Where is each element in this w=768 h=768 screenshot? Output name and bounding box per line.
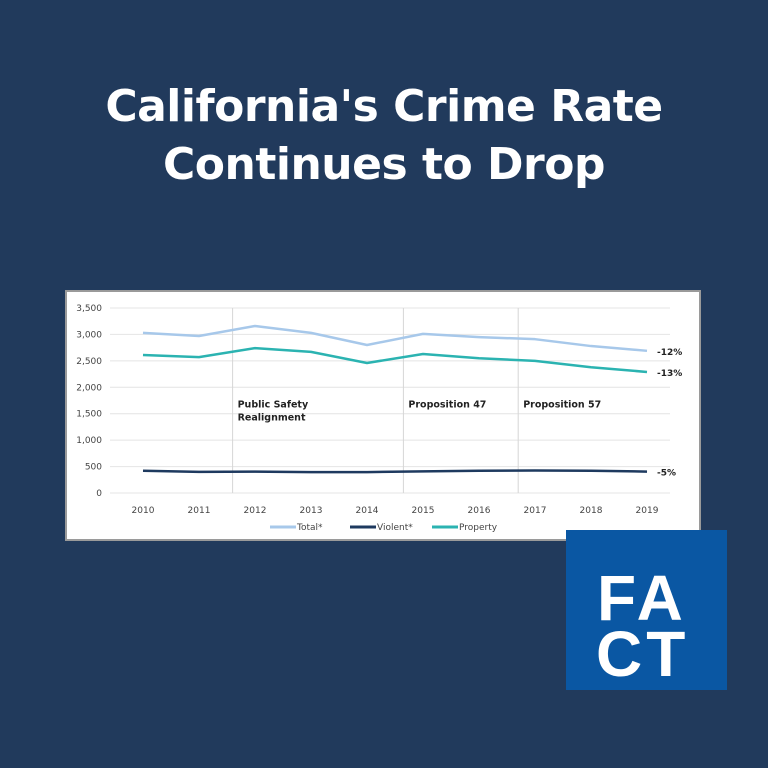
y-tick-label: 3,500 [76,304,102,314]
x-tick-label: 2017 [524,506,547,516]
legend-label: Total* [296,523,323,533]
event-annotation: Proposition 57 [523,399,601,410]
page-title: California's Crime Rate Continues to Dro… [0,78,768,194]
x-tick-label: 2011 [188,506,211,516]
fact-logo: FA CT [566,530,727,690]
logo-row-2: CT [596,618,690,690]
logo-row-1: FA [597,562,687,634]
x-tick-label: 2019 [636,506,659,516]
x-tick-label: 2010 [132,506,155,516]
chart-panel: 0 500 1,000 1,500 2,000 2,500 3,000 3,500 2010 20… [65,290,701,541]
y-tick-label: 1,500 [76,410,102,420]
x-tick-label: 2016 [468,506,491,516]
series-line-property [142,346,648,374]
x-tick-label: 2014 [356,506,379,516]
event-annotation: Proposition 47 [408,399,486,410]
event-annotation: Public Safety [238,399,309,410]
event-annotation: Realignment [238,412,306,423]
title-line-2: Continues to Drop [163,139,605,190]
end-label: -13% [657,369,682,379]
end-label: -12% [657,348,682,358]
legend-label: Property [459,523,498,533]
y-tick-label: 1,000 [76,436,102,446]
series-line-total [142,324,648,353]
y-tick-label: 500 [85,463,102,473]
x-tick-label: 2012 [244,506,267,516]
x-tick-label: 2018 [580,506,603,516]
end-label: -5% [657,469,676,479]
y-tick-label: 2,000 [76,383,102,393]
y-tick-label: 0 [96,489,102,499]
series-line-violent [142,469,648,474]
line-chart: 0 500 1,000 1,500 2,000 2,500 3,000 3,500 2010 20… [76,304,682,533]
x-tick-label: 2015 [412,506,435,516]
y-tick-label: 2,500 [76,357,102,367]
title-line-1: California's Crime Rate [105,81,663,132]
legend-label: Violent* [377,523,413,533]
y-tick-label: 3,000 [76,330,102,340]
x-tick-label: 2013 [300,506,323,516]
